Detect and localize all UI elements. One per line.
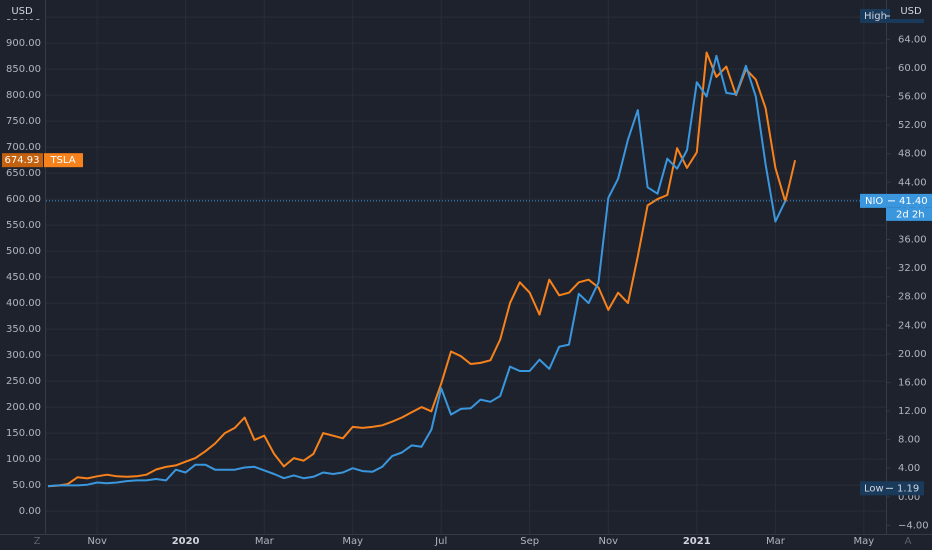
x-tick-label: Mar [766,536,786,547]
y2-tick-label: 52.00 [898,120,927,131]
auto-scale-button[interactable]: Z [34,536,41,547]
price-tag-value: 674.93 [5,155,40,166]
low-value: 1.19 [897,483,919,494]
x-tick-label: Mar [255,536,275,547]
price-tag [860,193,932,208]
price-tag [2,153,43,168]
y-tick-label: 50.00 [12,480,41,491]
y-tick-label: 100.00 [6,454,41,465]
plot [47,51,797,488]
y2-tick-label: −4.00 [898,520,929,531]
y2-tick-label: 20.00 [898,349,927,360]
y2-tick-label: 32.00 [898,263,927,274]
countdown: 2d 2h [896,209,925,220]
x-tick-label: Nov [599,536,619,547]
auto-scale-button[interactable]: A [905,536,912,547]
y-tick-label: 250.00 [6,376,41,387]
y-tick-label: 900.00 [6,38,41,49]
right-unit: USD [900,6,922,17]
x-tick-label: May [342,536,363,547]
y2-tick-label: 56.00 [898,92,927,103]
y2-tick-label: 0.00 [898,492,920,503]
y2-tick-label: 28.00 [898,292,927,303]
y-tick-label: 750.00 [6,116,41,127]
price-tag-value: 41.40 [899,196,928,207]
y2-tick-label: 60.00 [898,63,927,74]
y-tick-label: 200.00 [6,402,41,413]
y2-tick-label: 36.00 [898,234,927,245]
series-tag [44,153,83,168]
y-tick-label: 700.00 [6,142,41,153]
y2-tick-label: 16.00 [898,377,927,388]
left-unit: USD [11,6,33,17]
series-line [47,54,787,488]
y-tick-label: 400.00 [6,298,41,309]
y2-tick-label: 64.00 [898,34,927,45]
x-tick-label: 2021 [683,536,711,547]
y-tick-label: 300.00 [6,350,41,361]
y2-tick-label: 4.00 [898,463,920,474]
axes: 0.00 50.00 100.00 150.00 200.00 250.00 300.00 3… [6,12,929,547]
y-tick-label: 500.00 [6,246,41,257]
x-tick-label: Nov [87,536,107,547]
series-tag-name: TSLA [49,155,75,166]
y-tick-label: 650.00 [6,168,41,179]
y2-tick-label: 24.00 [898,320,927,331]
series-line [47,51,797,488]
high-label: High [864,11,887,22]
low-label: Low [864,483,884,494]
unit-box [0,3,44,19]
y-tick-label: 550.00 [6,220,41,231]
series-tag-name: NIO [865,196,883,207]
x-tick-label: May [854,536,875,547]
y2-tick-label: 44.00 [898,177,927,188]
y2-tick-label: 12.00 [898,406,927,417]
y-tick-label: 600.00 [6,194,41,205]
x-tick-label: 2020 [172,536,200,547]
countdown-tag [886,207,932,221]
y-tick-label: 850.00 [6,64,41,75]
y-tick-label: 800.00 [6,90,41,101]
y2-tick-label: 48.00 [898,149,927,160]
y-tick-label: 450.00 [6,272,41,283]
x-tick-label: Jul [434,536,447,547]
y-tick-label: 0.00 [19,506,41,517]
y-tick-label: 350.00 [6,324,41,335]
unit-box [890,3,932,19]
y-tick-label: 150.00 [6,428,41,439]
x-tick-label: Sep [520,536,539,547]
grid [46,0,886,534]
y2-tick-label: 8.00 [898,435,920,446]
